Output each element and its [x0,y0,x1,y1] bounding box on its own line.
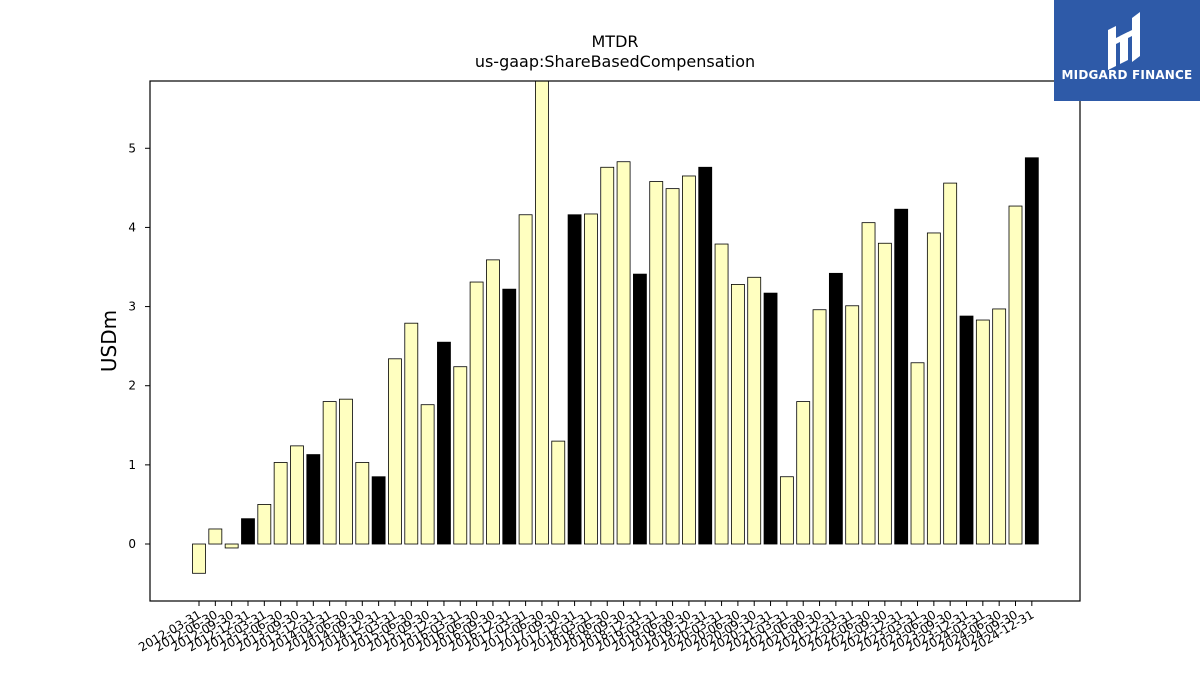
bar-2024-12-31 [1024,157,1039,545]
chart-subtitle: us-gaap:ShareBasedCompensation [474,52,756,71]
bar-2023-06-30 [926,232,941,545]
y-axis-label: USDm [97,310,121,372]
bar-2016-12-31 [502,288,517,545]
bar-2024-09-30 [1008,205,1023,545]
midgard-finance-logo: MIDGARD FINANCE [1054,0,1200,101]
bar-2018-12-31 [633,273,647,545]
bar-2018-06-30 [600,166,615,545]
bar-2016-06-30 [469,281,484,545]
bar-2017-09-30 [551,440,566,545]
bar-2019-06-30 [665,188,680,545]
bar-2020-09-30 [747,276,762,545]
bar-2024-06-30 [992,308,1007,545]
bar-2014-03-31 [322,401,337,545]
bar-2023-03-31 [910,362,925,545]
y-tick-label: 4 [128,220,136,234]
bar-2019-03-31 [649,181,664,545]
bar-2015-12-31 [437,341,451,545]
bar-2016-03-31 [453,366,468,545]
bar-2020-12-31 [763,292,778,545]
bar-2012-06-30 [208,528,223,545]
bar-2020-06-30 [730,284,745,545]
y-tick-label: 1 [128,458,136,472]
bar-2022-12-31 [894,208,909,545]
bar-2012-09-30 [224,543,239,549]
bar-2012-12-31 [241,518,255,545]
bar-2016-09-30 [486,259,500,545]
bar-2019-09-30 [682,175,696,545]
bar-2013-06-30 [273,462,288,545]
bar-2015-03-31 [388,358,402,545]
bar-2018-03-31 [584,213,598,545]
bar-2022-03-31 [845,305,860,545]
bar-2015-09-30 [420,404,435,545]
bar-2022-06-30 [861,222,876,545]
bar-2017-12-31 [567,214,582,545]
y-tick-label: 2 [128,379,136,393]
bar-2021-03-31 [779,476,794,545]
bar-2013-03-31 [257,504,272,545]
bar-2013-09-30 [290,445,304,545]
bar-2014-06-30 [339,398,353,545]
bar-2023-09-30 [943,182,958,545]
bar-2014-09-30 [355,462,370,545]
midgard-logo-icon [1108,12,1140,70]
bar-2019-12-31 [698,166,713,545]
y-tick-label: 0 [128,537,136,551]
bar-2021-12-31 [828,272,843,545]
bar-2013-12-31 [306,454,321,545]
bar-2015-06-30 [404,322,419,545]
bar-2014-12-31 [371,476,386,545]
y-tick-label: 5 [128,141,136,155]
bar-2021-09-30 [812,309,827,545]
bar-2020-03-31 [714,243,729,545]
bar-2023-12-31 [959,315,974,545]
bar-2017-03-31 [518,214,533,545]
bar-2018-09-30 [616,161,631,545]
bar-2017-06-30 [535,80,549,545]
chart-title: MTDR [591,32,639,51]
bar-2022-09-30 [877,242,892,545]
bar-2012-03-31 [192,543,206,574]
bar-2021-06-30 [796,401,811,545]
plot-frame [149,80,1081,602]
y-tick-label: 3 [128,300,136,314]
bar-2024-03-31 [975,319,990,545]
logo-text: MIDGARD FINANCE [1061,68,1193,82]
